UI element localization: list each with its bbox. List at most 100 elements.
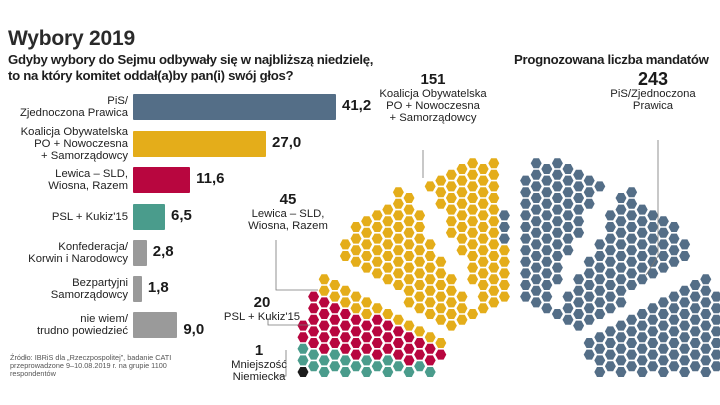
bar [133,240,147,266]
seat-hex [318,309,330,319]
seat-hex [456,245,468,256]
seat-hex [467,169,479,180]
seat-hex [456,303,468,314]
seat-hex [520,291,532,302]
seat-hex [700,309,712,319]
seat-hex [562,314,574,325]
seat-count: 1 [254,342,264,359]
seat-hex [488,251,500,261]
bar-value-label: 27,0 [272,134,302,151]
seat-hex [488,285,500,296]
seat-hex [647,222,659,232]
seat-hex [604,338,616,348]
seat-hex [361,355,373,366]
seat-hex [445,216,457,227]
seat-hex [318,332,330,343]
seat-hex [445,297,457,308]
seat-hex [477,256,489,267]
seat-hex [647,210,659,221]
seat-hex [594,285,606,296]
seat-hex [583,256,595,267]
seat-hex [318,355,330,366]
seat-hex [700,355,712,366]
seat-hex [626,256,638,267]
seat-hex [604,222,616,232]
seat-hex [424,251,436,261]
seat-hex [371,326,383,337]
seat-hex [520,198,532,209]
seat-hex [382,309,394,319]
seat-hex [520,280,532,290]
seat-hex [488,193,500,203]
seat-hex [467,274,479,285]
seat-hex [562,233,574,244]
seat-hex [424,239,436,250]
seat-hex [382,332,394,343]
seat-hex [679,343,691,354]
seat-hex [594,367,606,377]
seat-hex [700,343,712,354]
seat-hex [668,245,680,256]
seat-hex [371,349,383,360]
seat-hex [679,332,691,343]
bar-label: PSL + Kukiz'15 [51,211,128,223]
seat-hex [668,326,680,337]
seat-hex [382,262,394,273]
seat-hex [551,251,563,261]
seat-hex [467,262,479,273]
seat-hex [361,332,373,343]
bar-label: nie wiem/ trudno powiedzieć [36,313,128,337]
seat-hex [604,233,616,244]
seat-hex [647,314,659,325]
seat-hex [668,303,680,314]
seat-hex [520,187,532,198]
seat-hex [318,343,330,354]
seat-hex [329,314,341,325]
seat-hex [541,210,553,221]
seat-hex [679,320,691,331]
seat-hex [477,175,489,186]
seat-hex [679,285,691,296]
seats-chart-title: Prognozowana liczba mandatów [514,52,709,67]
seat-hex [604,256,616,267]
seat-hex [530,262,542,273]
seat-hex [636,262,648,273]
seat-hex [551,204,563,215]
seat-hex [382,355,394,366]
seat-hex [700,320,712,331]
seat-label: 45 Lewica – SLD, Wiosna, Razem [240,191,336,232]
seat-hex [657,332,669,343]
seat-hex [477,233,489,244]
seat-hex [382,204,394,215]
seat-hex [520,210,532,221]
seat-hex [615,262,627,273]
seat-hex [583,349,595,360]
seat-hex [573,274,585,285]
seat-hex [392,222,404,232]
seat-hex [371,303,383,314]
seat-hex [477,210,489,221]
seat-hex [636,320,648,331]
seat-hex [456,314,468,325]
seat-hex [604,280,616,290]
seat-hex [382,251,394,261]
seat-hex [583,187,595,198]
seat-hex [445,181,457,192]
seat-hex [477,291,489,302]
seat-hex [530,158,542,169]
seat-hex [477,268,489,279]
source-note: Źródło: IBRiS dla „Rzeczpospolitej”, bad… [10,353,172,378]
seat-hex [361,227,373,238]
seat-hex [604,245,616,256]
seat-hex [424,343,436,354]
seat-hex [647,303,659,314]
seat-hex [668,233,680,244]
seat-hex [403,367,415,377]
seat-hex [329,338,341,348]
seat-hex [562,291,574,302]
seat-hex [541,198,553,209]
seat-hex [668,361,680,372]
seat-hex [339,320,351,331]
seat-hex [636,367,648,377]
